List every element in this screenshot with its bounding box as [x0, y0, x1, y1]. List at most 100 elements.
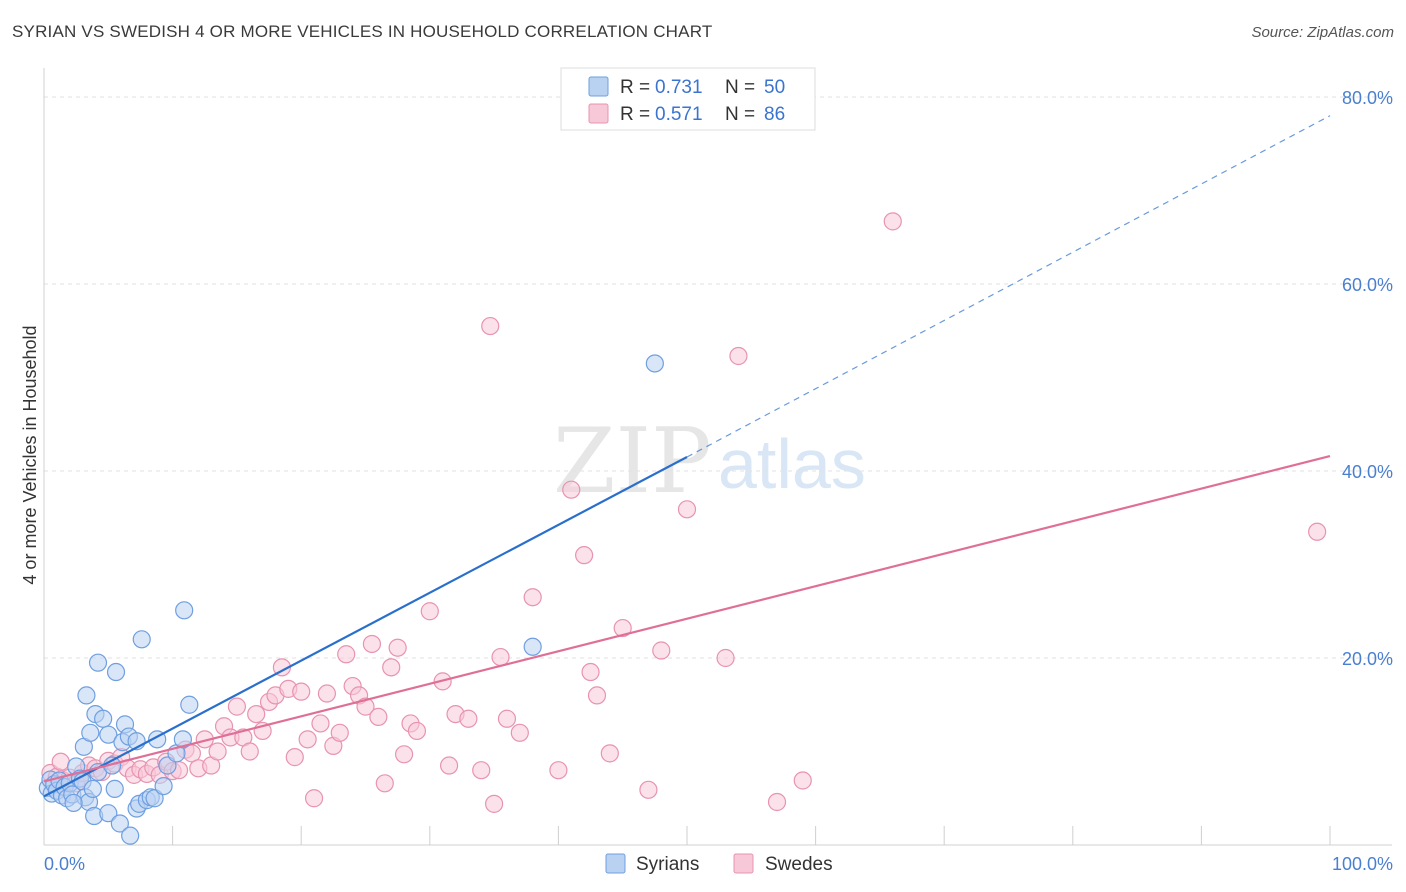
series-swedes-points	[41, 212, 1327, 813]
swedes-point-53	[382, 658, 401, 677]
y-tick-labels: 20.0% 40.0% 60.0% 80.0%	[1342, 88, 1393, 669]
syrians-point-44	[158, 756, 177, 775]
swedes-point-45	[330, 723, 349, 742]
trend-lines	[43, 115, 1331, 798]
x-tick-label-100: 100.0%	[1332, 854, 1393, 874]
syrians-point-38	[132, 630, 151, 649]
x-tick-labels: 0.0% 100.0%	[44, 854, 1393, 874]
syrians-point-49	[645, 354, 664, 373]
source-label: Source: ZipAtlas.com	[1251, 24, 1394, 41]
swedes-point-76	[639, 780, 658, 799]
swedes-point-73	[587, 686, 607, 705]
syrians-trend-extension	[686, 115, 1331, 458]
syrians-point-50	[523, 637, 542, 656]
swedes-point-42	[311, 714, 330, 733]
syrians-point-28	[105, 779, 124, 799]
swedes-point-54	[388, 638, 407, 657]
swedes-point-85	[481, 316, 500, 336]
syrians-point-27	[99, 725, 118, 744]
swedes-point-50	[362, 634, 382, 654]
swedes-point-26	[208, 742, 227, 761]
syrians-point-29	[110, 814, 129, 833]
syrians-point-21	[81, 723, 100, 742]
axes	[43, 68, 1392, 846]
syrians-point-47	[173, 730, 192, 749]
bottom-legend-label-syrians: Syrians	[636, 854, 699, 875]
syrians-point-51	[64, 793, 83, 813]
syrians-point-34	[121, 826, 140, 845]
swedes-point-60	[439, 756, 459, 775]
syrians-point-24	[94, 709, 113, 728]
y-tick-label-60: 60.0%	[1342, 275, 1393, 295]
swedes-point-43	[317, 684, 337, 703]
swedes-point-67	[510, 723, 529, 742]
y-tick-label-80: 80.0%	[1342, 88, 1393, 108]
legend-n-label-syrians: N =	[725, 77, 755, 98]
swedes-point-82	[793, 771, 812, 790]
bottom-legend-swatch-syrians	[605, 853, 626, 874]
syrians-point-43	[154, 776, 173, 796]
swedes-point-40	[298, 730, 317, 749]
swedes-point-69	[549, 761, 568, 780]
swedes-point-78	[677, 500, 697, 519]
x-tick-label-0: 0.0%	[44, 854, 85, 874]
swedes-point-51	[369, 707, 388, 727]
legend-n-value-syrians: 50	[764, 77, 785, 98]
bottom-legend-label-swedes: Swedes	[765, 854, 833, 875]
swedes-point-65	[491, 647, 510, 667]
swedes-point-64	[485, 794, 504, 813]
legend-swatch-syrians	[588, 76, 609, 97]
swedes-point-79	[716, 648, 735, 668]
swedes-point-29	[227, 697, 246, 716]
swedes-point-58	[420, 602, 439, 621]
chart-title: SYRIAN VS SWEDISH 4 OR MORE VEHICLES IN …	[12, 22, 713, 41]
syrians-point-25	[99, 804, 118, 823]
swedes-point-38	[285, 748, 304, 767]
swedes-point-68	[523, 588, 542, 607]
swedes-point-62	[459, 709, 478, 728]
syrians-point-41	[145, 789, 164, 808]
swedes-point-55	[394, 745, 414, 764]
swedes-point-49	[356, 697, 375, 716]
syrians-point-16	[83, 779, 102, 799]
swedes-point-77	[652, 641, 671, 660]
legend-n-value-swedes: 86	[764, 104, 785, 125]
swedes-point-57	[407, 721, 427, 741]
y-axis-label: 4 or more Vehicles in Household	[20, 325, 40, 584]
swedes-point-81	[767, 792, 787, 812]
swedes-point-75	[613, 618, 632, 638]
series-legend: Syrians Swedes	[605, 853, 833, 875]
bottom-legend-swatch-swedes	[733, 853, 754, 874]
swedes-point-39	[292, 682, 311, 701]
swedes-point-83	[883, 212, 902, 231]
legend-r-label-swedes: R =	[620, 104, 650, 125]
swedes-trend-line	[43, 454, 1331, 783]
legend-r-label-syrians: R =	[620, 77, 650, 98]
swedes-point-74	[600, 744, 619, 763]
legend-r-value-syrians: 0.731	[655, 77, 703, 98]
swedes-point-84	[51, 752, 70, 771]
stats-legend: R = 0.731 N = 50 R = 0.571 N = 86	[560, 67, 816, 131]
swedes-point-66	[497, 709, 517, 728]
syrians-point-46	[175, 601, 194, 620]
swedes-point-70	[562, 480, 581, 499]
swedes-point-46	[337, 645, 356, 664]
swedes-point-80	[729, 346, 748, 366]
syrians-point-30	[106, 662, 126, 682]
syrians-trend-line	[43, 456, 688, 798]
swedes-point-86	[1308, 522, 1327, 541]
watermark-zip: ZIP	[553, 409, 712, 514]
swedes-point-52	[375, 774, 394, 793]
watermark-atlas: atlas	[718, 425, 866, 503]
legend-swatch-swedes	[588, 103, 609, 124]
swedes-point-31	[240, 742, 259, 761]
legend-r-value-swedes: 0.571	[655, 104, 703, 125]
syrians-point-20	[77, 686, 96, 705]
swedes-point-41	[304, 789, 324, 808]
legend-n-label-swedes: N =	[725, 104, 755, 125]
syrians-point-48	[180, 695, 199, 714]
gridlines	[44, 96, 1392, 659]
y-tick-label-40: 40.0%	[1342, 462, 1393, 482]
swedes-point-63	[472, 761, 491, 780]
